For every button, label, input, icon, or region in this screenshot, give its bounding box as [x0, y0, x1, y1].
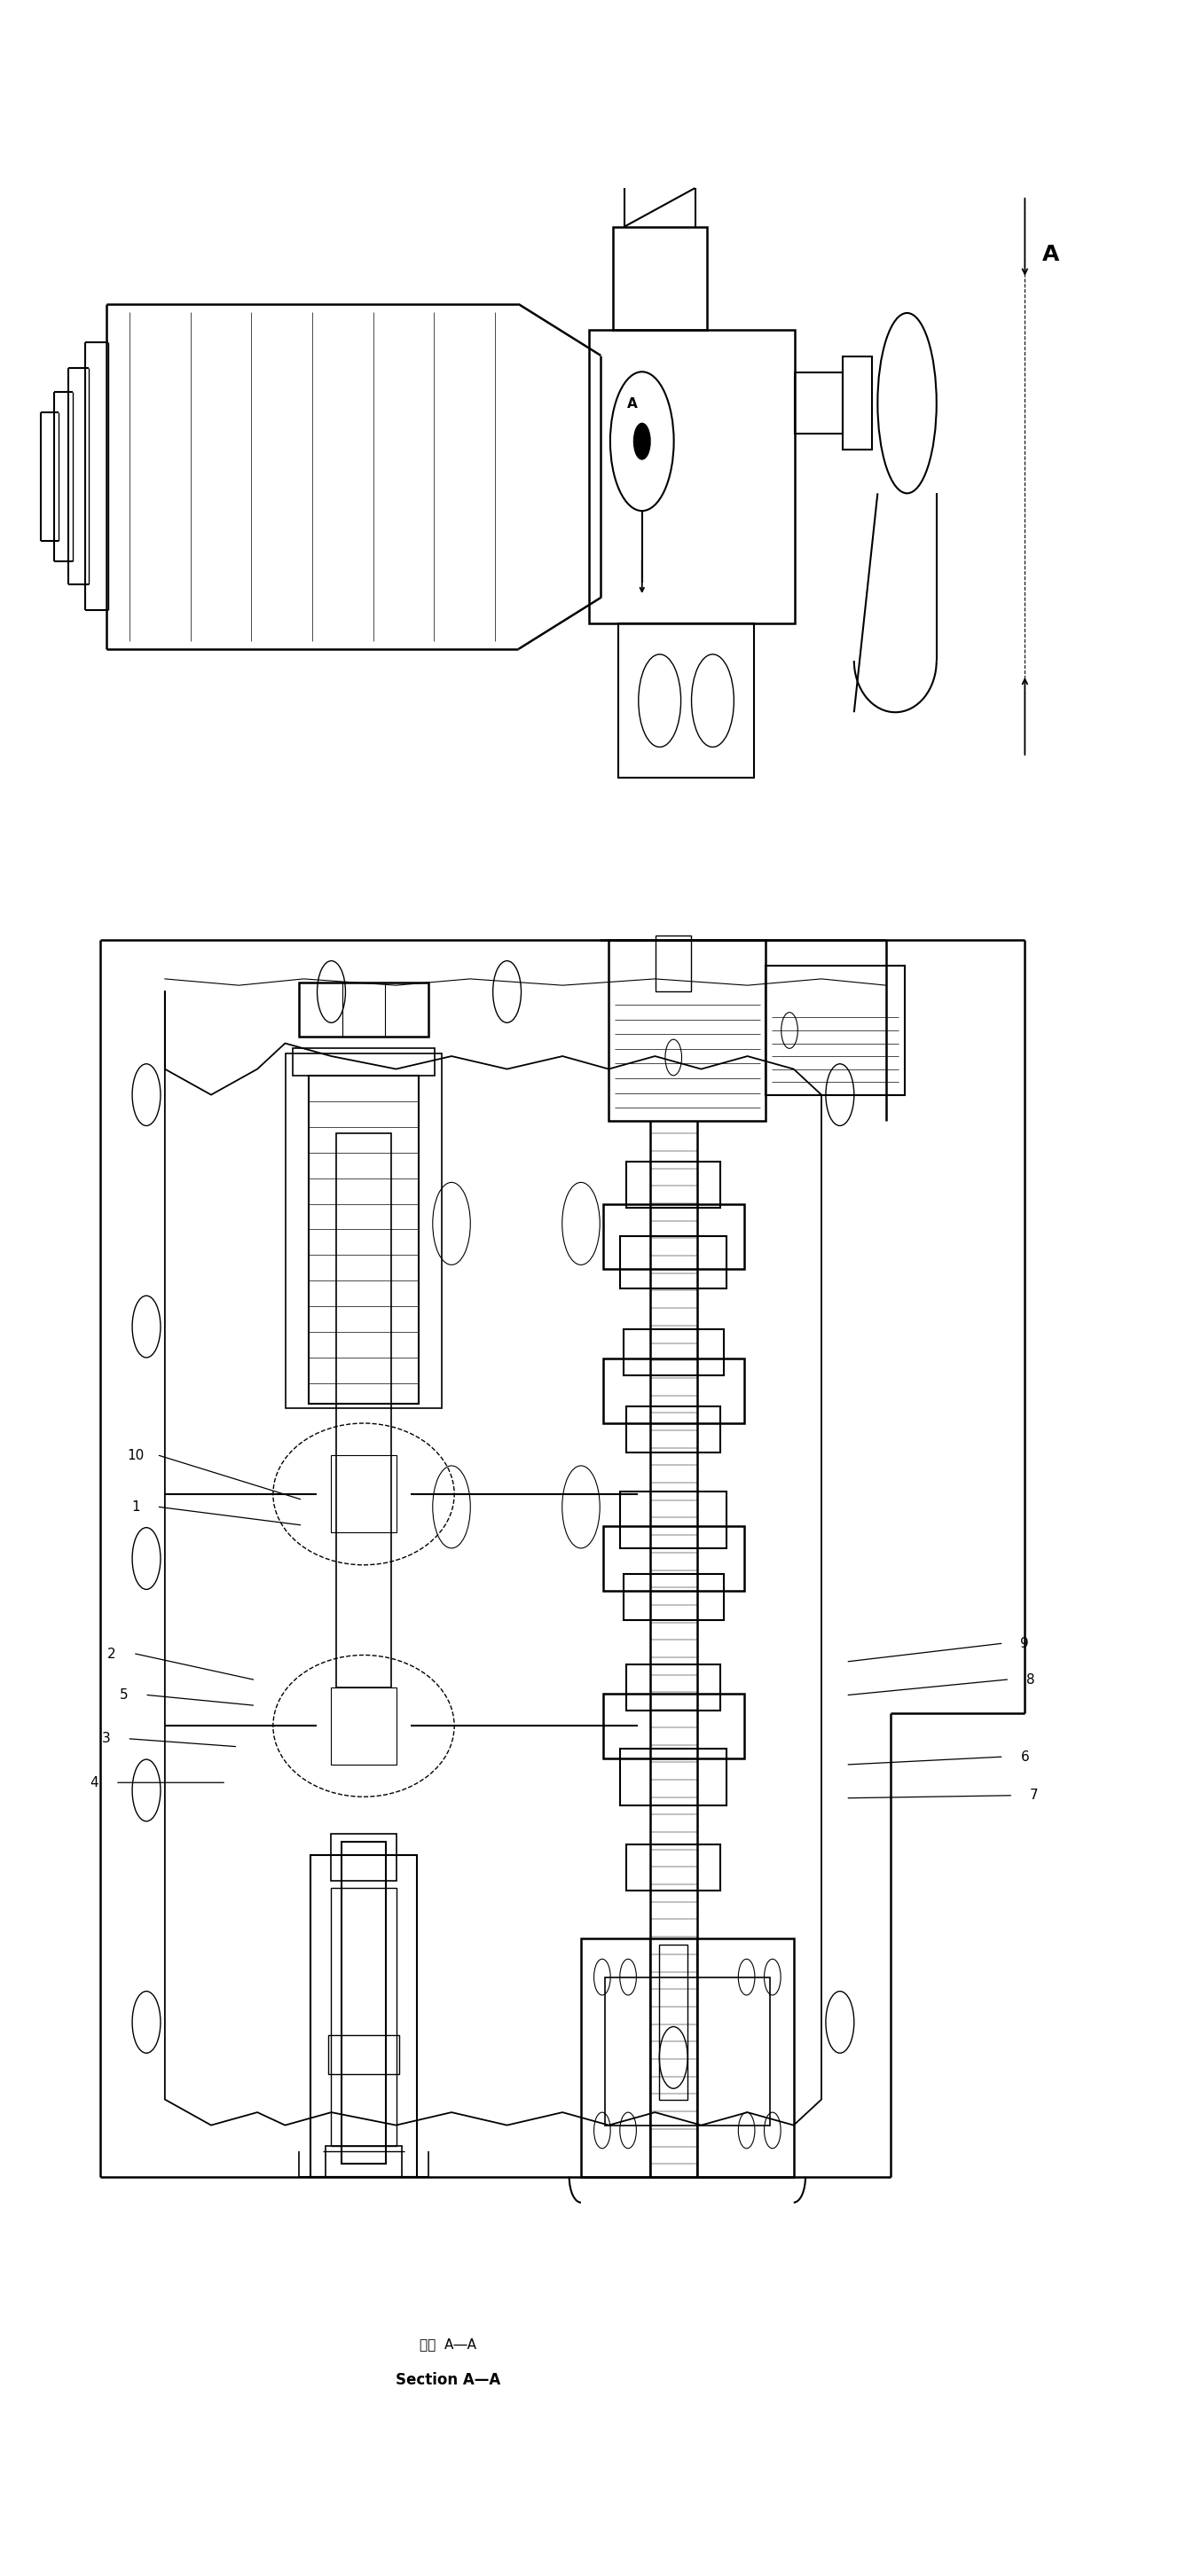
Bar	[621, 1492, 727, 1548]
Bar	[660, 1945, 688, 2099]
Text: 8: 8	[1026, 1672, 1035, 1687]
Bar	[342, 1842, 385, 2164]
Bar	[603, 1203, 744, 1267]
Bar	[309, 1074, 418, 1404]
Circle shape	[634, 422, 650, 459]
Bar	[331, 1455, 397, 1533]
Bar	[603, 1525, 744, 1589]
Bar	[603, 1360, 744, 1422]
Bar	[325, 2146, 402, 2177]
Bar	[299, 981, 429, 1036]
Bar	[627, 1406, 721, 1453]
Bar	[589, 330, 795, 623]
Bar	[286, 1054, 442, 1406]
Bar	[766, 966, 905, 1095]
Text: 4: 4	[90, 1775, 99, 1790]
Bar	[621, 1749, 727, 1806]
Bar	[327, 2035, 399, 2074]
Text: 9: 9	[1020, 1636, 1030, 1651]
Text: 3: 3	[101, 1731, 111, 1747]
Bar	[621, 1236, 727, 1288]
Text: A: A	[1043, 245, 1060, 265]
Bar	[627, 1162, 721, 1208]
Text: Section A—A: Section A—A	[395, 2372, 501, 2388]
Text: 6: 6	[1020, 1749, 1030, 1765]
Bar	[581, 1937, 794, 2177]
Bar	[842, 358, 872, 448]
Text: 10: 10	[127, 1448, 144, 1463]
Bar	[604, 1978, 770, 2125]
Bar	[331, 1687, 397, 1765]
Bar	[623, 1329, 723, 1376]
Text: 2: 2	[107, 1646, 117, 1662]
Bar	[311, 1855, 417, 2177]
Text: 7: 7	[1030, 1788, 1039, 1803]
Bar	[336, 1133, 391, 1687]
Bar	[613, 227, 707, 330]
Bar	[623, 1574, 723, 1620]
Bar	[292, 1048, 435, 1074]
Bar	[656, 935, 691, 992]
Text: A: A	[628, 397, 637, 410]
Bar	[795, 371, 842, 433]
Bar	[627, 1844, 721, 1891]
Bar	[609, 940, 766, 1121]
Bar	[331, 1834, 397, 1880]
Bar	[627, 1664, 721, 1710]
Bar	[618, 623, 754, 778]
Text: 5: 5	[119, 1687, 128, 1703]
Text: 断面  A―A: 断面 A―A	[419, 2336, 476, 2352]
Bar	[603, 1695, 744, 1757]
Text: 1: 1	[131, 1499, 140, 1515]
Bar	[331, 1888, 397, 2146]
